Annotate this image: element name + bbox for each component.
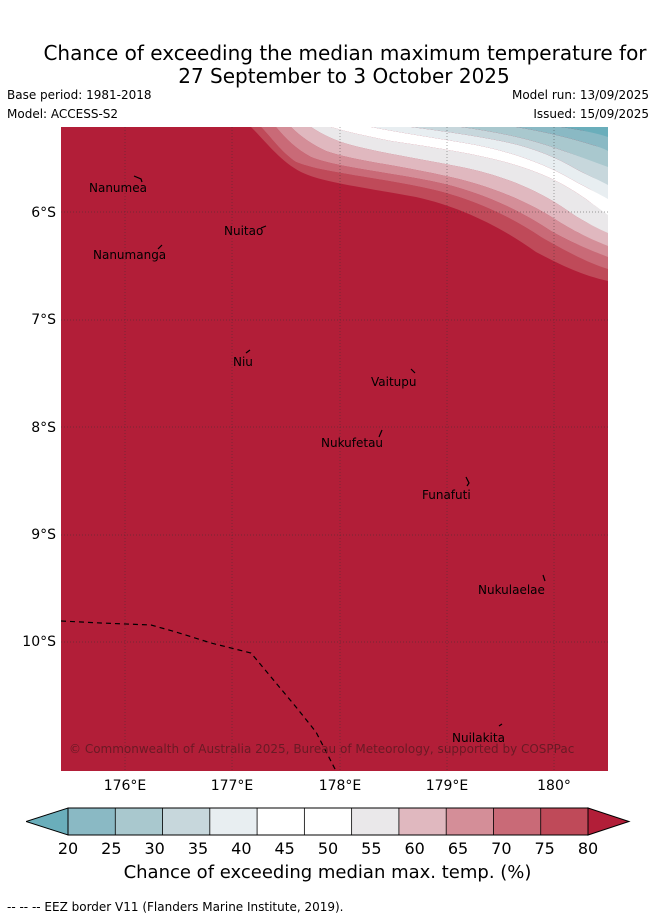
place-nuitao: Nuitao [224, 224, 264, 238]
copyright-notice: © Commonwealth of Australia 2025, Bureau… [69, 742, 575, 756]
place-nanumea: Nanumea [89, 181, 147, 195]
colorbar-cell [303, 807, 353, 836]
colorbar-cell [209, 807, 258, 836]
base-period: Base period: 1981-2018 [7, 88, 152, 102]
colorbar-cell [540, 807, 589, 836]
colorbar-cells [26, 807, 631, 836]
eez-border [61, 620, 337, 771]
lon-label-177e: 177°E [210, 778, 254, 794]
band-25 [516, 127, 608, 151]
colorbar-tick: 35 [187, 839, 209, 858]
lat-label-8s: 8°S [31, 420, 56, 436]
lon-label-178e: 178°E [318, 778, 362, 794]
lon-label-179e: 179°E [425, 778, 469, 794]
map-title-line2: 27 September to 3 October 2025 [178, 64, 510, 88]
band-60 [291, 127, 608, 246]
map-title-line1: Chance of exceeding the median maximum t… [43, 41, 647, 65]
map-panel [61, 127, 608, 771]
colorbar-tick: 20 [57, 839, 79, 858]
issued-date: Issued: 15/09/2025 [533, 107, 649, 121]
place-nukulaelae: Nukulaelae [478, 583, 545, 597]
colorbar-cell [256, 807, 306, 836]
island-markers [133, 175, 546, 727]
colorbar-tick: 25 [101, 839, 122, 858]
place-vaitupu: Vaitupu [371, 375, 417, 389]
colorbar-cell [445, 807, 495, 836]
colorbar-tick: 75 [534, 839, 555, 858]
colorbar-tick: 40 [231, 839, 252, 858]
colorbar-tick: 50 [317, 839, 339, 858]
colorbar-tick: 70 [491, 839, 512, 858]
band-20 [561, 127, 608, 137]
band-75 [251, 127, 608, 281]
colorbar-tick: 45 [274, 839, 295, 858]
colorbar-cell [114, 807, 164, 836]
band-30 [461, 127, 608, 167]
lat-label-6s: 6°S [31, 205, 56, 221]
eez-footnote: -- -- -- EEZ border V11 (Flanders Marine… [7, 900, 344, 914]
place-nuilakita: Nuilakita [452, 731, 505, 745]
band-40 [371, 127, 608, 199]
colorbar-cell [398, 807, 447, 836]
colorbar-cell [162, 807, 211, 836]
band-50 [331, 127, 608, 215]
colorbar-tick: 60 [404, 839, 425, 858]
place-nanumanga: Nanumanga [93, 248, 167, 262]
colorbar-tick: 65 [447, 839, 469, 858]
colorbar [26, 807, 631, 836]
band-35 [411, 127, 608, 185]
place-funafuti: Funafuti [422, 488, 471, 502]
colorbar-cell [67, 807, 116, 836]
lat-label-9s: 9°S [31, 527, 56, 543]
lon-label-180: 180° [537, 778, 571, 794]
map-svg [61, 127, 608, 771]
model-run: Model run: 13/09/2025 [511, 88, 649, 102]
colorbar-tick: 55 [361, 839, 382, 858]
lon-label-176e: 176°E [103, 778, 147, 794]
colorbar-tick: 80 [577, 839, 599, 858]
colorbar-extend-high [587, 807, 631, 836]
place-nukufetau: Nukufetau [321, 436, 384, 450]
band-65 [276, 127, 608, 257]
colorbar-frame [67, 807, 589, 836]
colorbar-cell [493, 807, 542, 836]
band-55 [311, 127, 608, 233]
model-name: Model: ACCESS-S2 [7, 107, 119, 121]
gridlines [61, 127, 608, 771]
lat-label-7s: 7°S [31, 312, 56, 328]
colorbar-label: Chance of exceeding median max. temp. (%… [123, 862, 532, 883]
colorbar-extend-low [26, 807, 69, 836]
colorbar-tick: 30 [144, 839, 165, 858]
colorbar-cell [351, 807, 400, 836]
place-niu: Niu [233, 355, 253, 369]
lat-label-10s: 10°S [22, 634, 56, 650]
